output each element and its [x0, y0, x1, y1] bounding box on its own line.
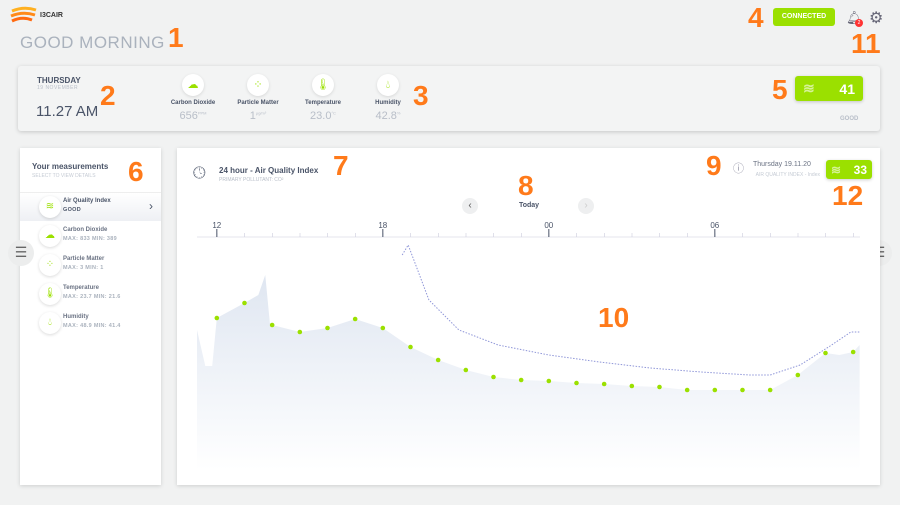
date-label: 19 NOVEMBER: [37, 85, 79, 91]
droplet-icon: 💧︎: [377, 74, 399, 96]
sidebar-item-carbon-dioxide[interactable]: ☁ Carbon Dioxide MAX: 833 MIN: 389: [20, 222, 161, 251]
aqi-data-point: [767, 387, 773, 393]
particles-icon: ⁘: [247, 74, 269, 96]
particles-icon: ⁘: [39, 254, 61, 276]
aqi-data-point: [712, 387, 718, 393]
aqi-data-point: [657, 384, 662, 390]
wind-icon: ≋: [831, 162, 842, 177]
chart-legend: AIR QUALITY INDEX - Index: [755, 172, 820, 178]
annotation-2: 2: [100, 80, 116, 111]
gear-icon[interactable]: ⚙: [869, 10, 884, 27]
aqi-data-point: [463, 367, 469, 373]
aqi-label: GOOD: [840, 116, 859, 122]
x-tick-label: 00: [544, 221, 553, 230]
annotation-3: 3: [413, 80, 429, 111]
aqi-data-point: [740, 387, 745, 393]
connection-status[interactable]: CONNECTED: [773, 8, 835, 26]
time-label: 11.27 AM: [36, 103, 99, 120]
sidebar-subtitle: SELECT TO VIEW DETAILS: [32, 173, 96, 179]
aqi-area: [197, 275, 860, 470]
prev-day-button[interactable]: ‹: [462, 198, 478, 214]
chevron-right-icon: ›: [149, 199, 153, 213]
cloud-icon: ☁: [182, 74, 204, 96]
annotation-1: 1: [168, 22, 184, 53]
x-tick-label: 06: [710, 221, 719, 230]
aqi-data-point: [684, 387, 690, 393]
cloud-icon: ☁: [39, 225, 61, 247]
panel-aqi-badge: ≋ 33: [826, 160, 872, 179]
aqi-data-point: [518, 377, 524, 383]
annotation-4: 4: [748, 2, 764, 33]
panel-title: 24 hour - Air Quality Index: [219, 166, 319, 175]
summary-card: THURSDAY 19 NOVEMBER 11.27 AM ☁ Carbon Di…: [18, 66, 880, 131]
annotation-8: 8: [518, 170, 534, 201]
metric-temperature: 🌡︎ Temperature 23.0°C: [288, 74, 358, 122]
measurements-sidebar: Your measurements SELECT TO VIEW DETAILS…: [20, 148, 161, 485]
metric-particle-matter: ⁘ Particle Matter 1µg/m³: [223, 74, 293, 122]
aqi-data-point: [574, 380, 579, 386]
droplet-icon: 💧︎: [39, 312, 61, 334]
thermometer-icon: 🌡︎: [39, 283, 61, 305]
annotation-12: 12: [832, 180, 864, 211]
aqi-data-point: [352, 316, 358, 322]
chevron-right-icon: ›: [584, 200, 588, 211]
greeting: GOOD MORNING: [20, 33, 165, 52]
day-nav-label: Today: [518, 202, 540, 209]
wind-icon: ≋: [39, 196, 61, 218]
chevron-left-icon: ‹: [468, 200, 472, 211]
sidebar-item-temperature[interactable]: 🌡︎ Temperature MAX: 23.7 MIN: 21.6: [20, 280, 161, 309]
annotation-6: 6: [128, 156, 144, 187]
aqi-data-point: [435, 357, 441, 363]
aqi-data-point: [297, 329, 303, 335]
aqi-data-point: [546, 378, 552, 384]
annotation-11: 11: [851, 28, 881, 59]
aqi-data-point: [629, 383, 635, 389]
x-tick-label: 18: [378, 221, 387, 230]
panel-subtitle: PRIMARY POLLUTANT: CO²: [219, 177, 284, 183]
info-icon[interactable]: ⓘ: [733, 163, 744, 175]
aqi-data-point: [269, 322, 275, 328]
aqi-data-point: [601, 381, 607, 387]
sidebar-item-particle-matter[interactable]: ⁘ Particle Matter MAX: 3 MIN: 1: [20, 251, 161, 280]
annotation-7: 7: [333, 150, 349, 181]
wind-icon: ≋: [803, 80, 815, 96]
metric-humidity: 💧︎ Humidity 42.8%: [353, 74, 423, 122]
x-tick-label: 12: [212, 221, 221, 230]
day-label: THURSDAY: [37, 76, 81, 85]
sidebar-item-humidity[interactable]: 💧︎ Humidity MAX: 48.9 MIN: 41.4: [20, 309, 161, 338]
menu-left-button[interactable]: ☰: [8, 240, 34, 266]
aqi-badge: ≋ 41: [795, 76, 863, 101]
dotted-series-line: [401, 243, 860, 376]
thermometer-icon: 🌡︎: [312, 74, 334, 96]
annotation-10: 10: [598, 302, 630, 333]
logo: [10, 6, 38, 24]
aqi-data-point: [491, 374, 496, 380]
next-day-button[interactable]: ›: [578, 198, 594, 214]
aqi-data-point: [242, 300, 247, 306]
aqi-data-point: [850, 349, 856, 355]
hamburger-icon: ☰: [14, 244, 28, 260]
aqi-data-point: [795, 372, 801, 378]
panel-date: Thursday 19.11.20: [753, 161, 811, 168]
aqi-data-point: [823, 350, 828, 356]
aqi-data-point: [380, 325, 386, 331]
metric-carbon-dioxide: ☁ Carbon Dioxide 656PPM: [158, 74, 228, 122]
sidebar-title: Your measurements: [32, 162, 109, 171]
aqi-data-point: [325, 325, 330, 331]
brand-name: I3CAIR: [40, 12, 63, 19]
aqi-data-point: [408, 344, 413, 350]
annotation-5: 5: [772, 74, 788, 105]
annotation-9: 9: [706, 150, 722, 181]
clock-icon: 🕓︎: [193, 165, 206, 182]
notification-badge: 2: [855, 19, 863, 27]
aqi-data-point: [214, 315, 220, 321]
sidebar-item-aqi[interactable]: ≋ Air Quality Index GOOD ›: [20, 192, 161, 221]
notifications-button[interactable]: 🔔︎ 2: [846, 10, 863, 27]
